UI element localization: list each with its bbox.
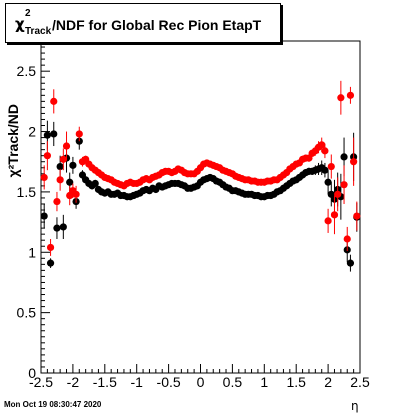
- x-tick-label: -1: [130, 374, 143, 390]
- data-point: [343, 235, 351, 243]
- y-tick-label: 2: [28, 124, 36, 140]
- data-point: [346, 91, 355, 99]
- axis-ticks: [40, 40, 361, 374]
- data-point: [50, 130, 58, 138]
- title-subscript: Track: [25, 26, 52, 37]
- data-point: [91, 179, 99, 188]
- data-point: [350, 158, 358, 166]
- data-point: [346, 259, 355, 267]
- y-axis-title: χ²Track/ND: [5, 104, 21, 177]
- plot-area-border: [40, 40, 361, 374]
- data-point: [66, 178, 74, 186]
- y-tick-label: 0.5: [17, 305, 37, 321]
- data-point: [46, 243, 55, 252]
- data-point: [318, 141, 326, 149]
- data-point: [53, 224, 61, 232]
- title-chi-symbol: χ: [15, 15, 25, 33]
- footer-timestamp: Mon Oct 19 08:30:47 2020: [4, 400, 102, 409]
- chart-title: /NDF for Global Rec Pion EtapT: [52, 17, 262, 33]
- x-tick-label: 0: [197, 374, 205, 390]
- data-point: [56, 162, 64, 171]
- data-point: [46, 259, 55, 267]
- x-axis-label: η: [351, 399, 359, 413]
- data-point: [50, 97, 58, 105]
- data-point: [69, 161, 77, 169]
- x-tick-label: -1.5: [93, 374, 117, 390]
- data-point: [40, 173, 48, 182]
- x-tick-label: 0.5: [223, 374, 243, 390]
- data-point: [321, 147, 329, 155]
- data-point: [75, 130, 83, 138]
- data-point: [56, 176, 64, 184]
- x-tick-label: -2.5: [29, 374, 53, 390]
- x-tick-label: 2.5: [350, 374, 370, 390]
- data-point: [59, 155, 67, 163]
- data-point: [321, 166, 329, 174]
- data-point: [340, 153, 348, 161]
- y-tick-label: 0: [28, 365, 36, 381]
- x-tick-label: -0.5: [157, 374, 181, 390]
- data-point: [43, 131, 51, 139]
- x-tick-label: 1: [260, 374, 268, 390]
- data-point: [334, 190, 342, 198]
- data-point: [340, 181, 348, 189]
- title-superscript: 2: [25, 8, 31, 19]
- data-point: [43, 152, 51, 160]
- series-red: [40, 80, 361, 256]
- data-series: [40, 80, 361, 272]
- axis-tick-labels: -2.5 -2 -1.5 -1 -0.5 0 0.5 1 1.5 2 2.5 0 0.5 1 1.5 2 2.5: [17, 63, 370, 390]
- data-point: [62, 142, 71, 150]
- data-point: [353, 212, 361, 220]
- y-axis-label: χ²Track/ND: [5, 104, 21, 177]
- y-tick-label: 1.5: [17, 184, 37, 200]
- data-point: [324, 178, 332, 186]
- data-point: [337, 94, 345, 102]
- plot-frame: [40, 40, 361, 374]
- y-tick-label: 1: [28, 244, 36, 260]
- data-point: [330, 211, 339, 219]
- x-tick-label: 1.5: [286, 374, 306, 390]
- data-point: [40, 212, 48, 220]
- series-black: [40, 120, 361, 272]
- data-point: [72, 190, 80, 198]
- data-point: [327, 162, 335, 171]
- x-tick-label: 2: [324, 374, 332, 390]
- data-point: [53, 197, 61, 206]
- data-point: [324, 217, 332, 225]
- x-tick-label: -2: [67, 374, 80, 390]
- data-point: [59, 223, 67, 231]
- chart-title-box: χ 2 Track /NDF for Global Rec Pion EtapT: [5, 3, 281, 43]
- y-tick-label: 2.5: [17, 63, 37, 79]
